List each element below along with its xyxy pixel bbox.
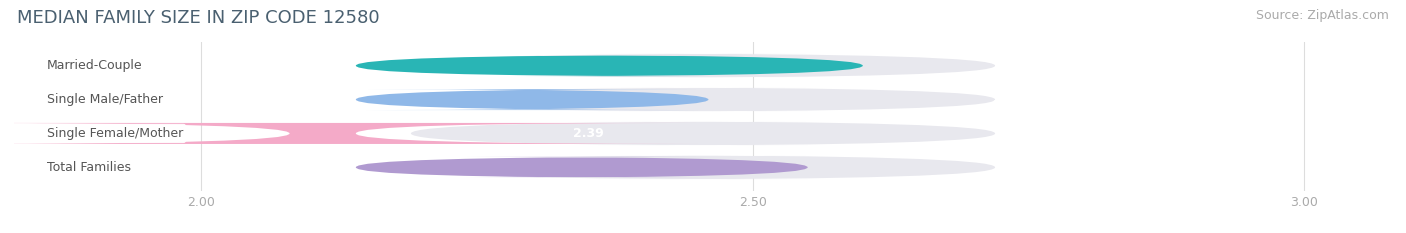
FancyBboxPatch shape (356, 55, 863, 76)
Text: Married-Couple: Married-Couple (48, 59, 143, 72)
Text: Total Families: Total Families (48, 161, 131, 174)
Text: 2.86: 2.86 (1091, 161, 1122, 174)
Text: MEDIAN FAMILY SIZE IN ZIP CODE 12580: MEDIAN FAMILY SIZE IN ZIP CODE 12580 (17, 9, 380, 27)
FancyBboxPatch shape (411, 53, 995, 78)
FancyBboxPatch shape (356, 157, 807, 178)
FancyBboxPatch shape (411, 155, 995, 180)
Text: 2.77: 2.77 (991, 93, 1022, 106)
FancyBboxPatch shape (411, 87, 995, 112)
FancyBboxPatch shape (356, 89, 709, 110)
Text: Single Female/Mother: Single Female/Mother (48, 127, 183, 140)
Text: Single Male/Father: Single Male/Father (48, 93, 163, 106)
Text: 2.91: 2.91 (1146, 59, 1177, 72)
Text: Source: ZipAtlas.com: Source: ZipAtlas.com (1256, 9, 1389, 22)
FancyBboxPatch shape (411, 121, 995, 146)
Text: 2.39: 2.39 (574, 127, 603, 140)
FancyBboxPatch shape (0, 123, 697, 144)
